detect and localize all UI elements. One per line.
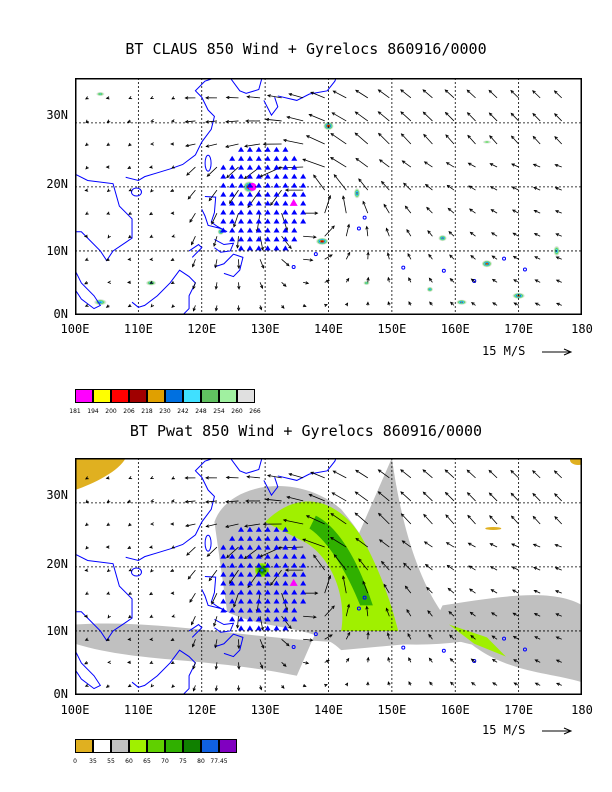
colorbar-label: 80 xyxy=(197,758,205,765)
panel-1-lat-20n: 20N xyxy=(46,177,68,191)
gyre-center-marker xyxy=(289,198,298,206)
colorbar-swatch xyxy=(93,389,111,403)
colorbar-label: 70 xyxy=(161,758,169,765)
colorbar-label: 77.45 xyxy=(210,758,228,765)
colorbar-label: 242 xyxy=(177,408,189,415)
colorbar-label: 254 xyxy=(213,408,225,415)
colorbar-swatch xyxy=(165,739,183,753)
colorbar-label: 181 xyxy=(69,408,81,415)
colorbar-label: 230 xyxy=(159,408,171,415)
wind-vectors xyxy=(83,89,563,312)
panel-2-title: BT Pwat 850 Wind + Gyrelocs 860916/0000 xyxy=(129,422,483,440)
panel-2-lon-tick-100e: 100E xyxy=(60,703,90,717)
colorbar-swatch xyxy=(147,739,165,753)
gyre-center-marker xyxy=(289,578,298,586)
colorbar-swatch xyxy=(219,739,237,753)
colorbar-label: 248 xyxy=(195,408,207,415)
colorbar-label: 260 xyxy=(231,408,243,415)
coastline xyxy=(75,78,527,315)
panel-1-lat-30n: 30N xyxy=(46,108,68,122)
panel-2-lon-tick-120e: 120E xyxy=(187,703,217,717)
colorbar-swatch xyxy=(165,389,183,403)
panel-2-lon-tick-170e: 170E xyxy=(504,703,534,717)
graticule xyxy=(75,78,582,315)
panel-1-lon-tick-170e: 170E xyxy=(504,322,534,336)
panel-2-scale-arrow xyxy=(542,727,573,735)
colorbar-swatch xyxy=(219,389,237,403)
panel-1-lon-tick-110e: 110E xyxy=(123,322,153,336)
panel-2-lon-tick-130e: 130E xyxy=(250,703,280,717)
panel-1-lat-0n: 0N xyxy=(53,307,68,321)
colorbar-label: 218 xyxy=(141,408,153,415)
colorbar-swatch xyxy=(75,739,93,753)
panel-1-lon-tick-150e: 150E xyxy=(377,322,407,336)
colorbar-swatch xyxy=(183,389,201,403)
colorbar-swatch xyxy=(147,389,165,403)
colorbar-swatch xyxy=(75,389,93,403)
panel-1-lon-tick-160e: 160E xyxy=(440,322,470,336)
colorbar-swatch xyxy=(201,739,219,753)
colorbar-label: 200 xyxy=(105,408,117,415)
panel-1-lon-tick-140e: 140E xyxy=(314,322,343,336)
graticule xyxy=(75,458,582,695)
colorbar-label: 35 xyxy=(89,758,97,765)
colorbar-label: 65 xyxy=(143,758,151,765)
panel-2-lon-tick-160e: 160E xyxy=(440,703,470,717)
panel-2-map xyxy=(75,458,582,695)
colorbar-label: 0 xyxy=(73,758,77,765)
colorbar-swatch xyxy=(201,389,219,403)
colorbar-swatch xyxy=(183,739,201,753)
panel-2-lat-0n: 0N xyxy=(53,687,68,701)
panel-1-title: BT CLAUS 850 Wind + Gyrelocs 860916/0000 xyxy=(125,40,487,58)
panel-2-lat-30n: 30N xyxy=(46,488,68,502)
colorbar-swatch xyxy=(129,739,147,753)
colorbar-swatch xyxy=(111,389,129,403)
colorbar-swatch xyxy=(129,389,147,403)
panel-2-lon-tick-140e: 140E xyxy=(314,703,343,717)
panel-1-scale-label: 15 M/S xyxy=(482,344,526,358)
panel-1-lon-tick-120e: 120E xyxy=(187,322,217,336)
colorbar-label: 266 xyxy=(249,408,261,415)
panel-2-lat-20n: 20N xyxy=(46,557,68,571)
panel-1-lat-10n: 10N xyxy=(46,244,68,258)
panel-1-lon-tick-100e: 100E xyxy=(60,322,90,336)
colorbar-swatch xyxy=(93,739,111,753)
panel-2-lon-tick-110e: 110E xyxy=(123,703,153,717)
panel-1-colorbar xyxy=(75,389,255,403)
wind-vectors xyxy=(83,469,563,692)
panel-2-lat-10n: 10N xyxy=(46,624,68,638)
colorbar-label: 55 xyxy=(107,758,115,765)
colorbar-label: 206 xyxy=(123,408,135,415)
gyre-location-markers xyxy=(220,146,307,251)
colorbar-label: 75 xyxy=(179,758,187,765)
colorbar-label: 60 xyxy=(125,758,133,765)
panel-1-lon-tick-180: 180 xyxy=(571,322,593,336)
panel-1-scale-arrow xyxy=(542,348,573,356)
panel-2-scale-label: 15 M/S xyxy=(482,723,526,737)
panel-2-colorbar xyxy=(75,739,237,753)
colorbar-swatch xyxy=(237,389,255,403)
colorbar-swatch xyxy=(111,739,129,753)
colorbar-label: 194 xyxy=(87,408,99,415)
gyre-location-markers xyxy=(220,526,307,631)
panel-2-lon-tick-150e: 150E xyxy=(377,703,407,717)
panel-1-lon-tick-130e: 130E xyxy=(250,322,280,336)
panel-2-lon-tick-180: 180 xyxy=(571,703,593,717)
panel-1-map xyxy=(75,78,582,315)
